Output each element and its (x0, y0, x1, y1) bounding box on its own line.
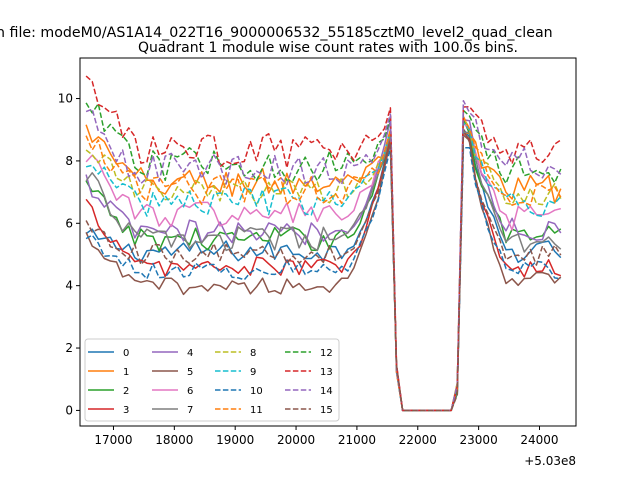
legend-label: 10 (250, 386, 263, 397)
x-axis: 17000 18000 19000 20000 21000 22000 23000 24000 (94, 426, 559, 447)
y-tick-label: 0 (65, 403, 73, 417)
legend-label: 8 (250, 348, 256, 359)
series-line-12 (85, 102, 562, 412)
y-tick-label: 4 (65, 279, 73, 293)
legend-label: 9 (250, 367, 256, 378)
y-tick-label: 2 (65, 341, 73, 355)
legend-label: 15 (320, 405, 333, 416)
y-tick-label: 10 (58, 92, 73, 106)
legend-label: 4 (187, 348, 193, 359)
series-line-1 (85, 124, 562, 412)
y-axis: 0 2 4 6 8 10 (58, 92, 80, 417)
legend-label: 7 (187, 405, 193, 416)
series-line-11 (85, 115, 562, 412)
plot-frame (79, 57, 577, 427)
legend-label: 13 (320, 367, 333, 378)
series-line-9 (85, 122, 562, 412)
series-line-14 (85, 99, 562, 412)
series-line-7 (85, 131, 562, 412)
series-line-5 (85, 128, 562, 412)
x-tick-label: 18000 (155, 433, 193, 447)
series-line-10 (85, 147, 561, 412)
chart-title: Quadrant 1 module wise count rates with … (138, 40, 518, 56)
legend-label: 12 (320, 348, 333, 359)
figure-suptitle: n file: modeM0/AS1A14_022T16_9000006532_… (0, 25, 553, 41)
legend-label: 2 (123, 386, 129, 397)
series-line-13 (85, 75, 562, 412)
x-tick-label: 17000 (94, 433, 132, 447)
x-tick-label: 19000 (216, 433, 254, 447)
series-line-2 (85, 118, 562, 412)
x-tick-label: 22000 (399, 433, 437, 447)
legend-label: 0 (123, 348, 129, 359)
series-line-15 (85, 134, 562, 412)
x-tick-label: 20000 (277, 433, 315, 447)
y-tick-label: 6 (65, 216, 73, 230)
series-layer (85, 75, 562, 412)
series-line-6 (85, 122, 561, 412)
legend-box (84, 338, 340, 422)
x-tick-label: 24000 (520, 433, 558, 447)
legend-label: 11 (250, 405, 263, 416)
y-tick-label: 8 (65, 154, 73, 168)
legend-label: 3 (123, 405, 129, 416)
legend-label: 1 (123, 367, 129, 378)
x-tick-label: 21000 (338, 433, 376, 447)
legend-label: 14 (320, 386, 333, 397)
legend-label: 6 (187, 386, 193, 397)
x-tick-label: 23000 (460, 433, 498, 447)
legend-label: 5 (187, 367, 193, 378)
x-offset-label: +5.03e8 (524, 454, 576, 468)
